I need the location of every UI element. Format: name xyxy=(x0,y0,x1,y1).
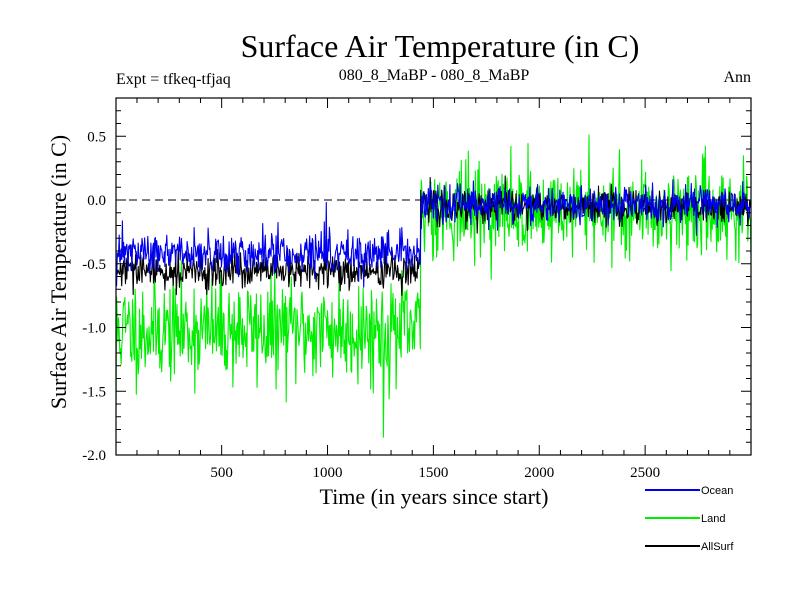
y-axis-label: Surface Air Temperature (in C) xyxy=(46,135,71,409)
series-layer xyxy=(115,134,752,438)
plot-area: 500 1000 1500 2000 2500 -2.0 -1.5 -1.0 -0.5 0.0 0… xyxy=(82,97,752,481)
period-label: 080_8_MaBP - 080_8_MaBP xyxy=(339,67,530,84)
legend: Ocean Land AllSurf xyxy=(645,485,734,553)
y-tick-label: -1.0 xyxy=(82,321,106,337)
x-tick-label: 2500 xyxy=(630,465,660,481)
y-axis: -2.0 -1.5 -1.0 -0.5 0.0 0.5 xyxy=(82,110,751,464)
season-label: Ann xyxy=(723,69,751,86)
y-tick-label: -1.5 xyxy=(82,384,106,400)
x-axis-label: Time (in years since start) xyxy=(320,484,549,509)
y-tick-label: 0.0 xyxy=(87,193,106,209)
x-tick-label: 2000 xyxy=(524,465,554,481)
y-tick-label: -2.0 xyxy=(82,448,106,464)
chart-title: Surface Air Temperature (in C) xyxy=(241,28,640,64)
x-tick-label: 1500 xyxy=(418,465,448,481)
legend-label-allsurf: AllSurf xyxy=(701,541,734,553)
x-axis: 500 1000 1500 2000 2500 xyxy=(136,98,752,481)
y-tick-label: -0.5 xyxy=(82,257,106,273)
x-tick-label: 1000 xyxy=(313,465,343,481)
legend-label-ocean: Ocean xyxy=(701,485,733,497)
experiment-label: Expt = tfkeq-tfjaq xyxy=(116,71,231,88)
x-tick-label: 500 xyxy=(210,465,233,481)
plot-frame xyxy=(115,97,752,456)
series-line-ocean xyxy=(115,179,752,288)
series-line-land xyxy=(115,134,752,438)
legend-label-land: Land xyxy=(701,513,725,525)
y-tick-label: 0.5 xyxy=(87,129,106,145)
